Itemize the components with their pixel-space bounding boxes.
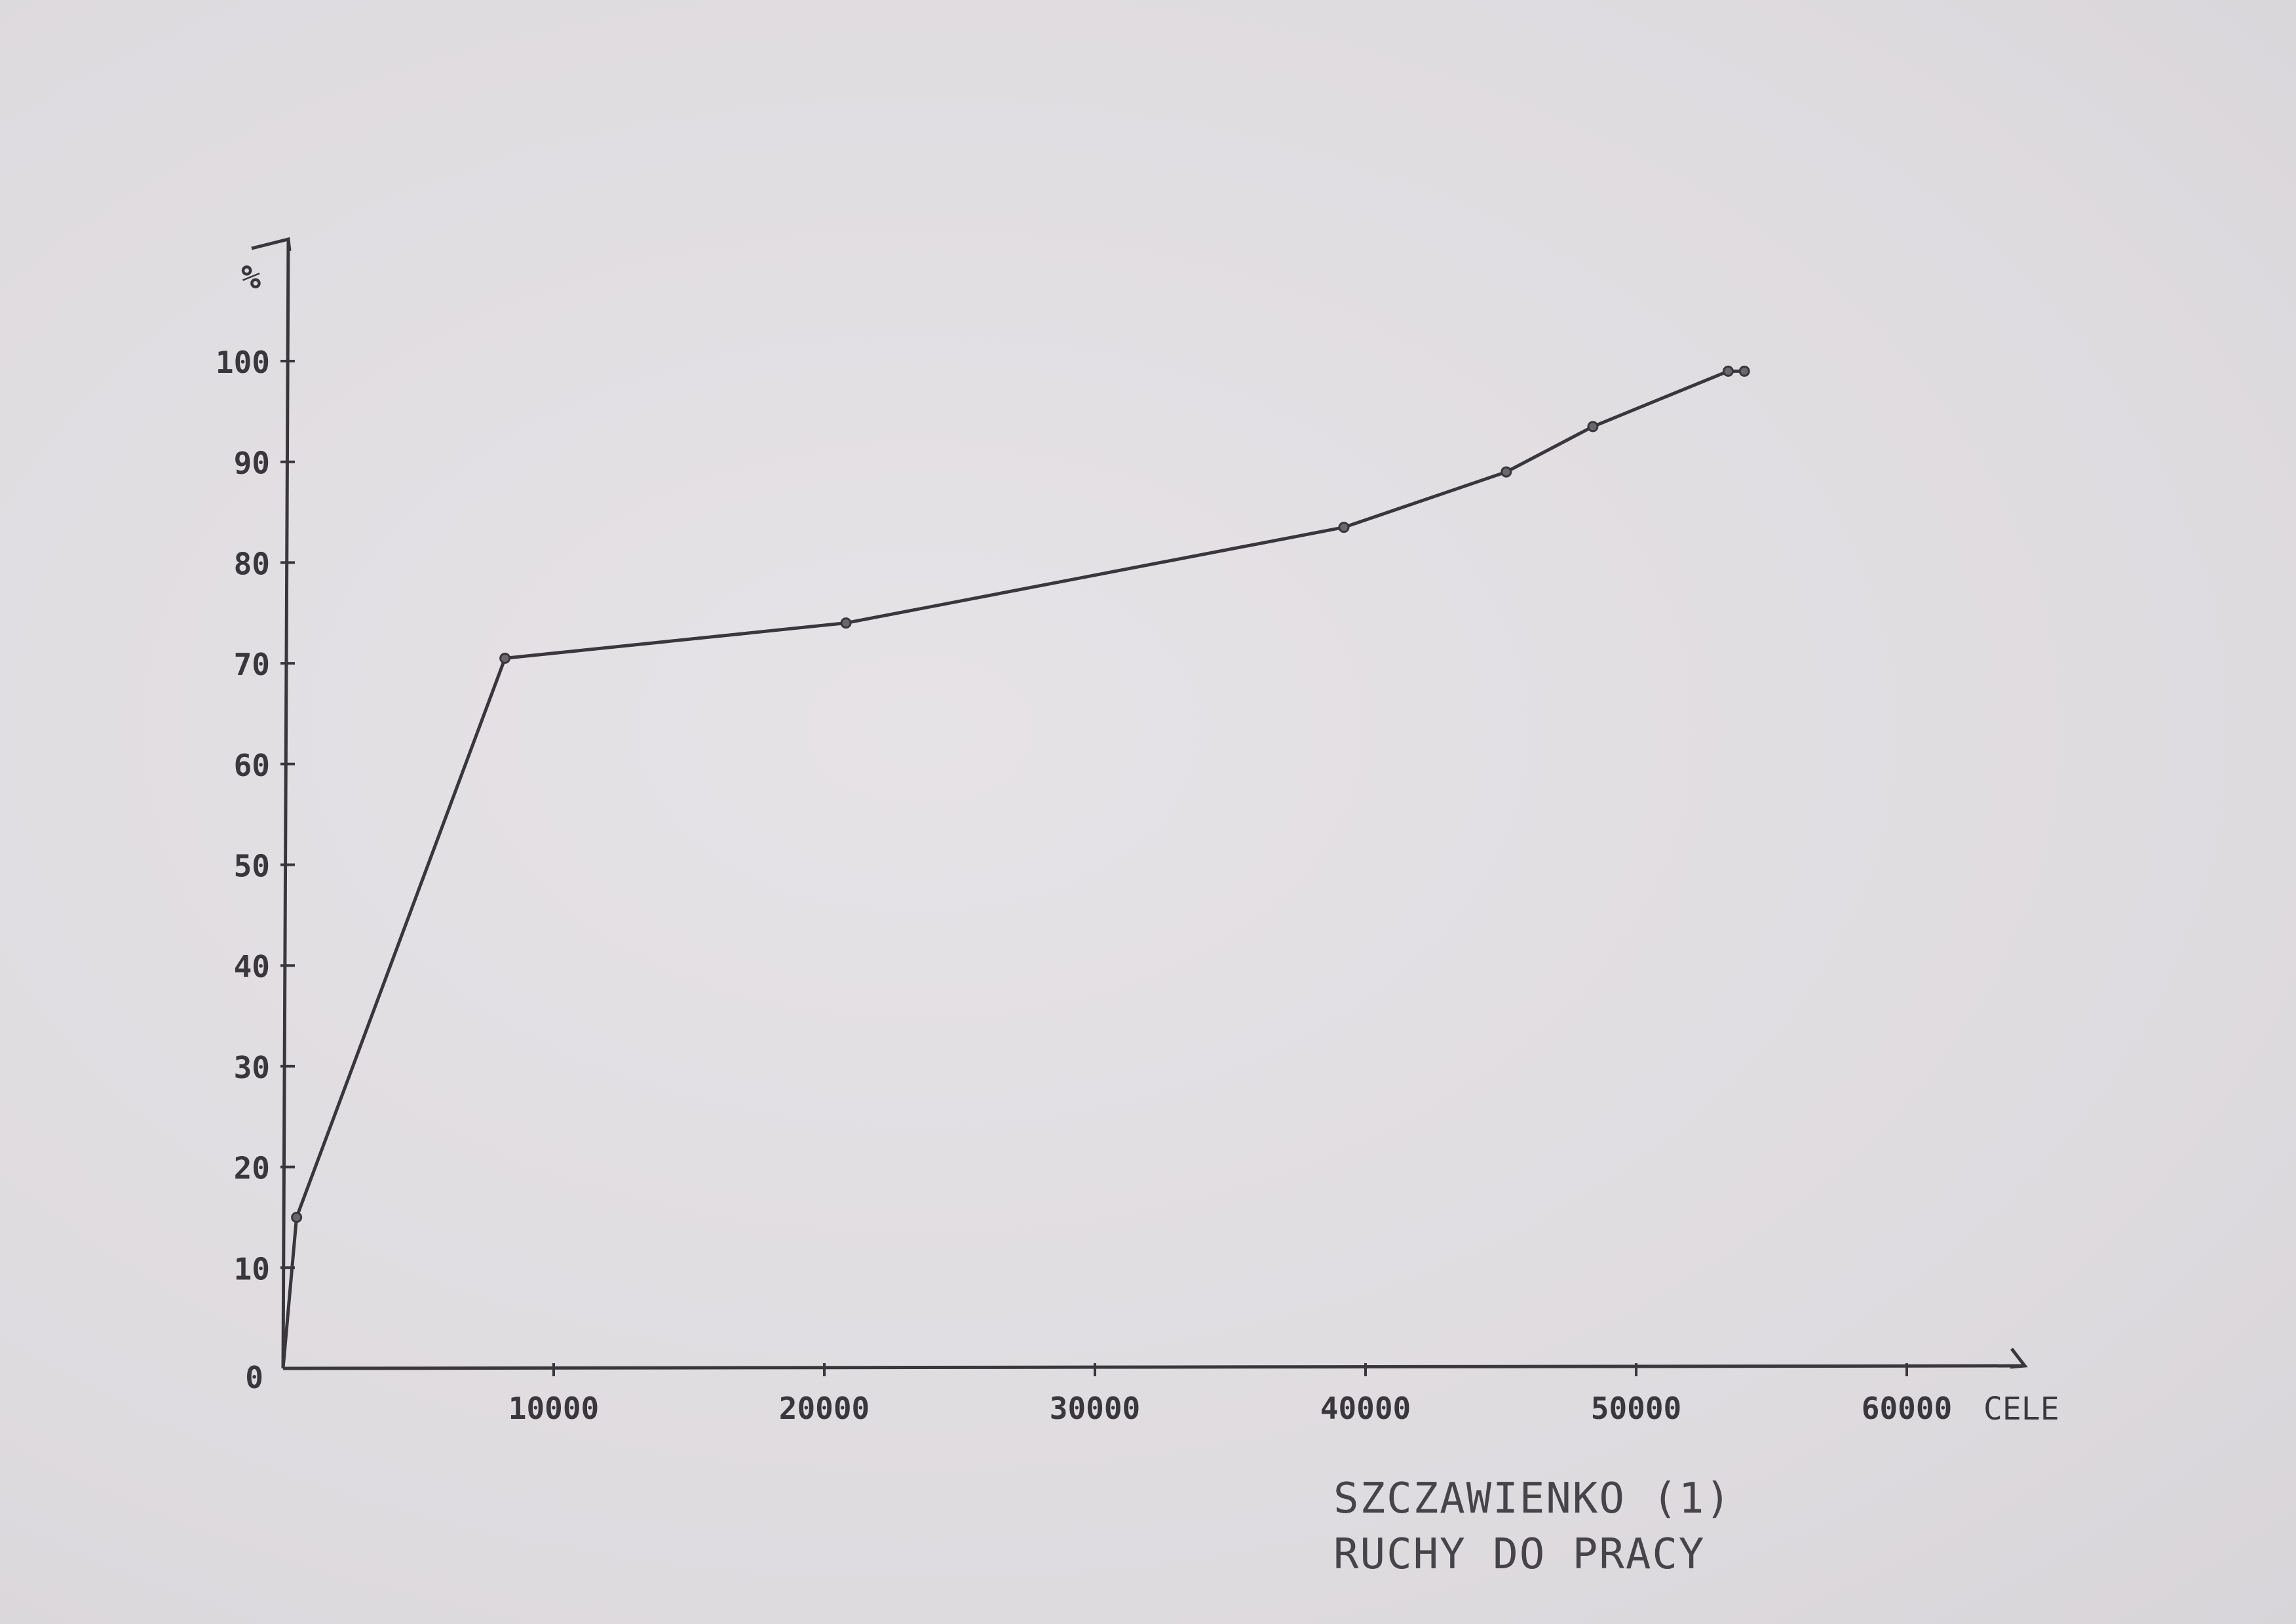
x-tick-label: 40000 [1320, 1391, 1411, 1426]
data-point [1722, 365, 1734, 377]
y-tick-label: 40 [234, 949, 270, 984]
x-tick-label: 60000 [1862, 1391, 1952, 1426]
ticks [280, 360, 1908, 1376]
y-tick-label: 30 [234, 1050, 270, 1085]
x-tick-label: 30000 [1050, 1391, 1140, 1426]
x-axis-arrow [2010, 1347, 2028, 1369]
y-tick-label: 80 [234, 546, 270, 581]
data-point [499, 652, 511, 664]
y-tick-label: 60 [234, 748, 270, 783]
y-axis-label: % [241, 258, 261, 296]
y-tick-label: 100 [216, 345, 270, 380]
y-axis-arrow [251, 237, 292, 252]
data-point [1587, 421, 1599, 433]
y-tick-label: 20 [234, 1151, 270, 1186]
data-point [840, 617, 852, 629]
y-tick-label: 50 [234, 849, 270, 884]
x-axis-label: CELE [1983, 1391, 2059, 1427]
tick-labels: 0 10 20 30 40 50 60 70 80 90 100 10000 20000 30000 400… [216, 345, 1952, 1426]
data-point [1338, 522, 1350, 533]
y-tick-label: 10 [234, 1251, 270, 1286]
y-tick-label: 70 [234, 647, 270, 682]
x-tick-label: 50000 [1591, 1391, 1681, 1426]
x-tick-label: 20000 [779, 1391, 870, 1426]
axes [251, 237, 2028, 1370]
series-line [281, 369, 1745, 1369]
x-axis-line [282, 1364, 2025, 1370]
data-series [281, 365, 1750, 1369]
y-axis-line [281, 239, 290, 1369]
y-tick-label: 90 [234, 446, 270, 481]
data-point [1501, 466, 1512, 478]
caption-title: SZCZAWIENKO (1) [1333, 1475, 1732, 1523]
data-point [291, 1211, 303, 1223]
data-point [1738, 365, 1750, 377]
caption-subtitle: RUCHY DO PRACY [1333, 1530, 1706, 1579]
y-tick-label: 0 [245, 1360, 263, 1395]
x-tick-label: 10000 [508, 1391, 599, 1426]
